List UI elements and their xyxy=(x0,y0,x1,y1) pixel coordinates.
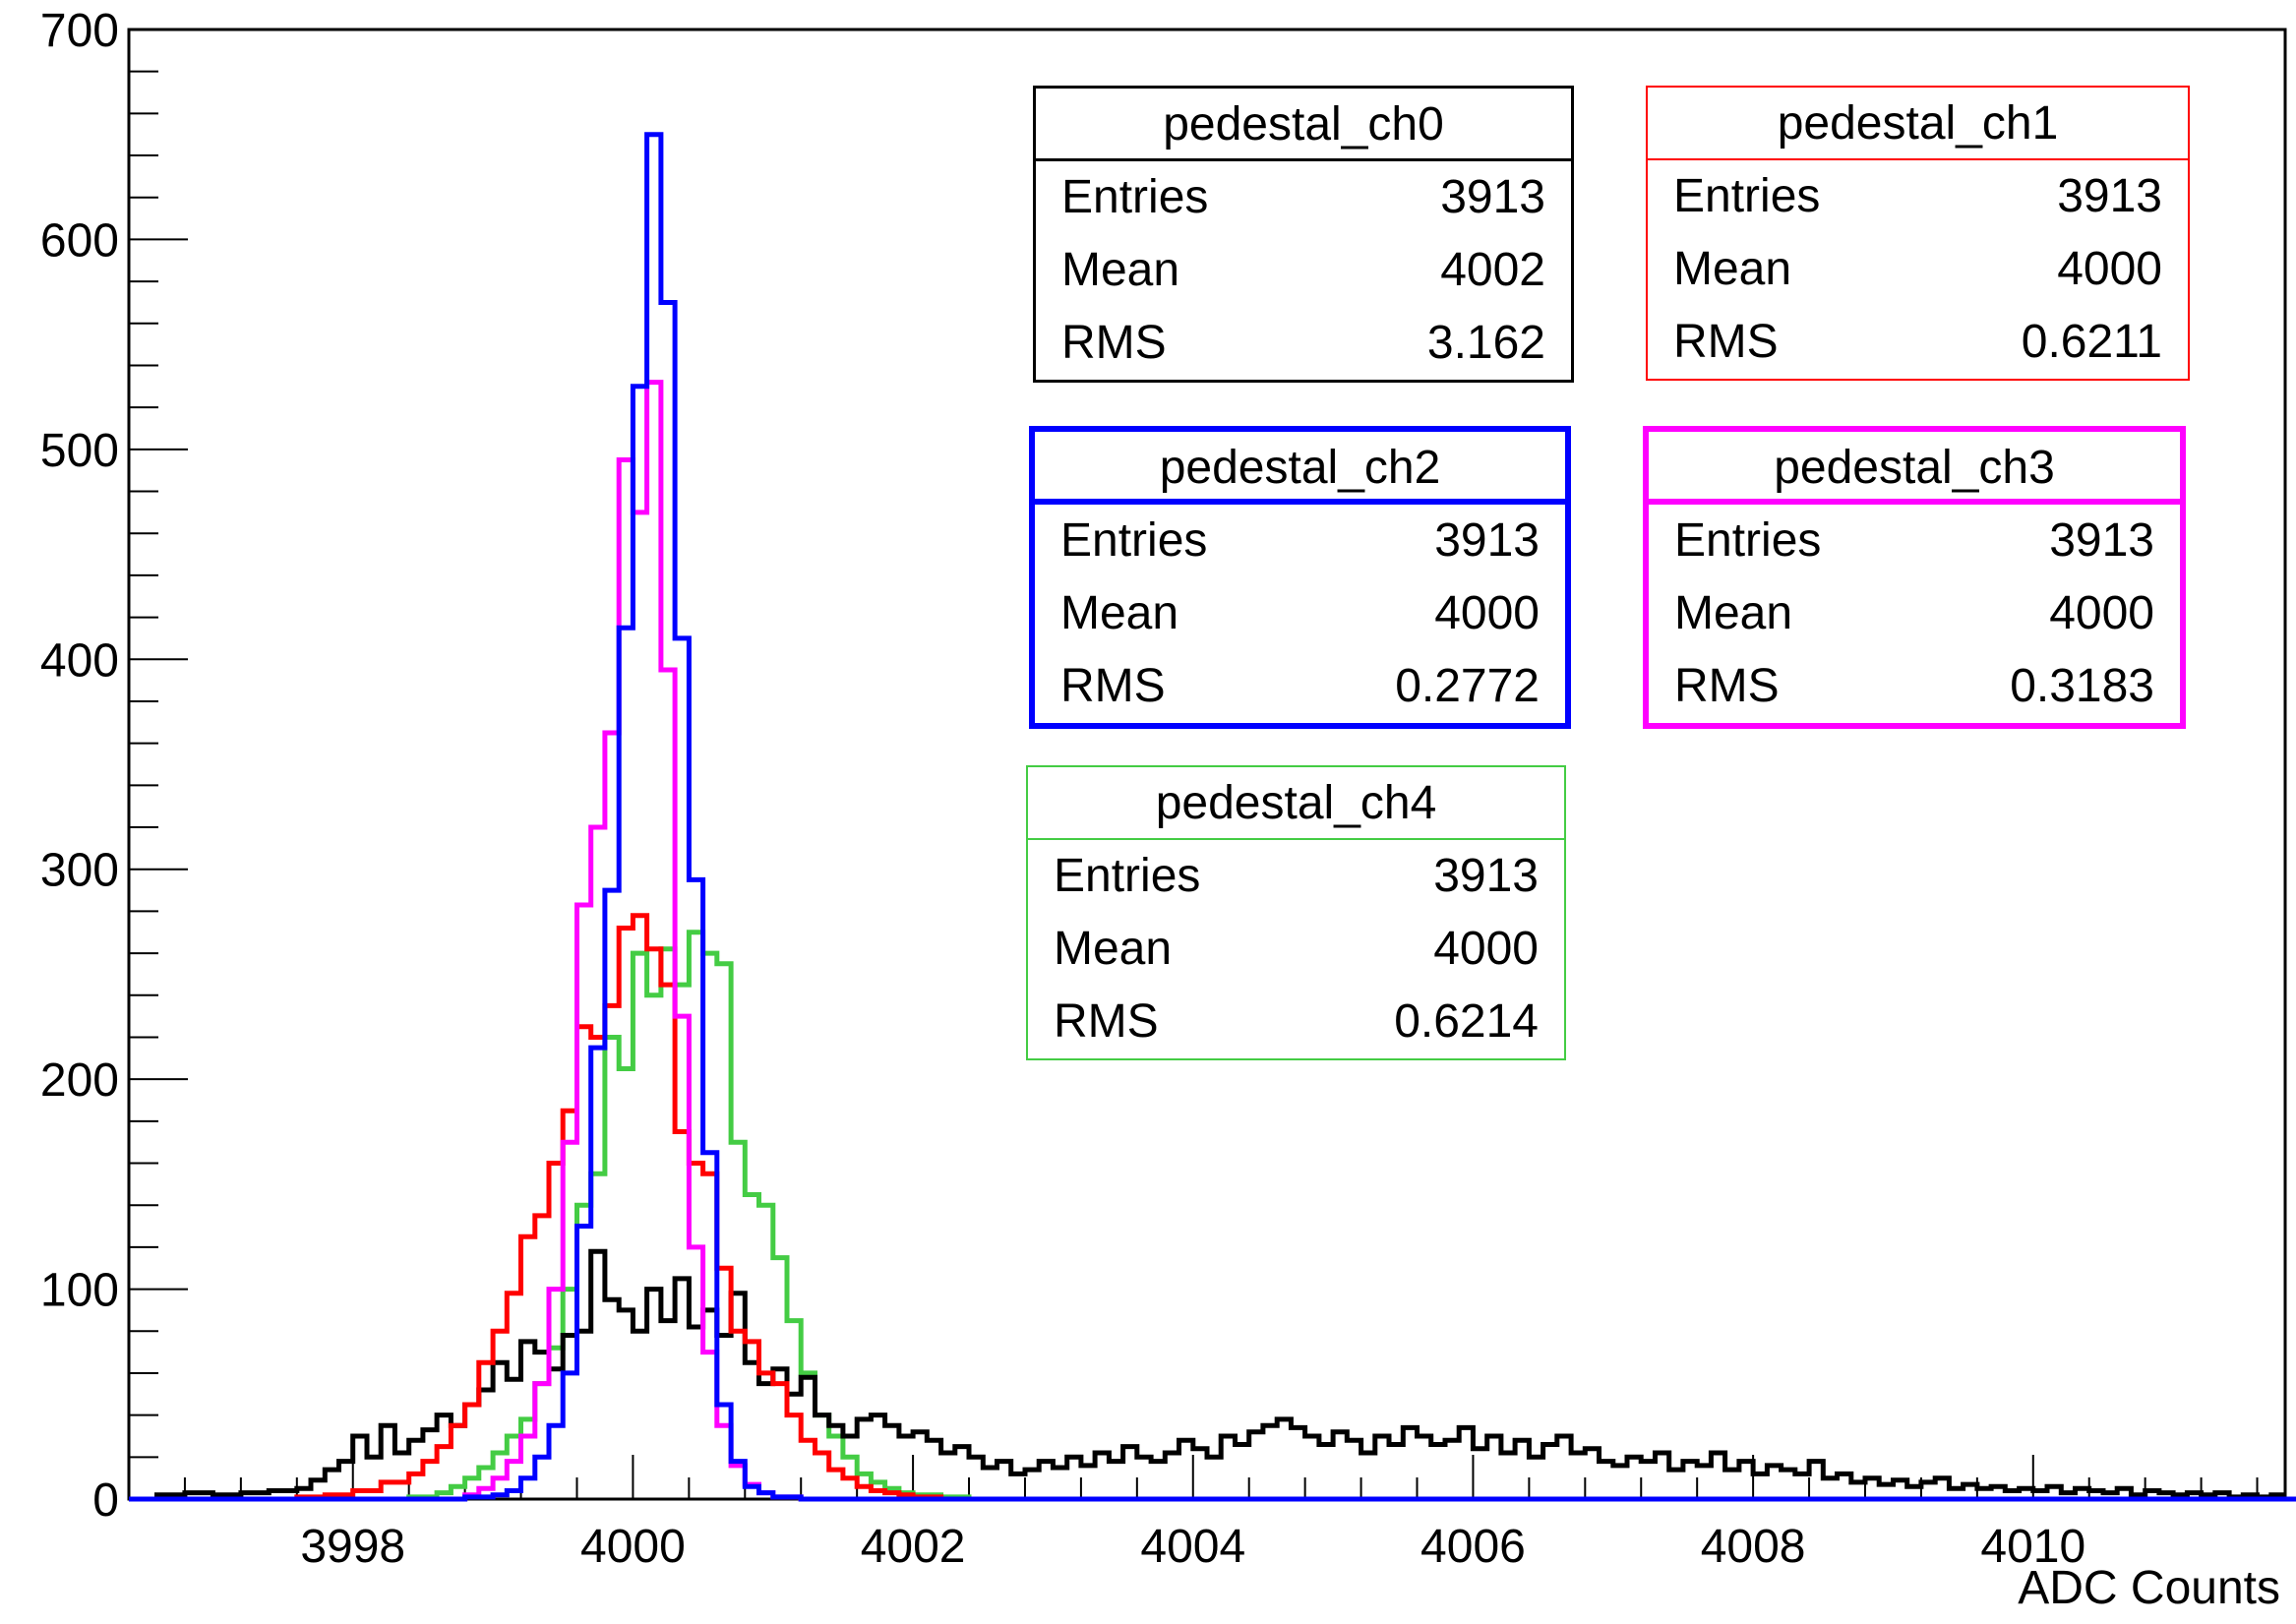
y-axis: 0 100 200 300 400 500 600 700 xyxy=(40,5,188,1527)
stat-row-mean: Mean 4000 xyxy=(1649,577,2180,650)
stat-value: 4000 xyxy=(2049,587,2154,639)
x-tick-label: 4004 xyxy=(1140,1521,1245,1573)
stat-value: 3913 xyxy=(1433,850,1539,902)
stat-row-mean: Mean 4000 xyxy=(1028,913,1564,986)
stat-label: RMS xyxy=(1674,660,1780,712)
stat-row-entries: Entries 3913 xyxy=(1035,505,1565,577)
stat-label: Mean xyxy=(1673,243,1792,295)
stat-value: 4002 xyxy=(1440,244,1545,296)
y-tick-label: 400 xyxy=(40,634,119,687)
stat-label: RMS xyxy=(1054,995,1159,1048)
stat-label: RMS xyxy=(1060,660,1166,712)
stat-label: RMS xyxy=(1061,317,1167,369)
stat-label: Entries xyxy=(1060,514,1208,567)
stat-box-title: pedestal_ch0 xyxy=(1036,89,1571,161)
stat-label: Mean xyxy=(1061,244,1180,296)
stat-value: 0.6211 xyxy=(2021,316,2162,368)
y-tick-label: 100 xyxy=(40,1265,119,1317)
stat-value: 3913 xyxy=(1440,171,1545,223)
stat-row-rms: RMS 0.6214 xyxy=(1028,986,1564,1058)
x-axis: 3998 4000 4002 4004 4006 4008 4010 xyxy=(128,1455,2259,1573)
series-line-pedestal_ch1 xyxy=(129,913,2296,1502)
stat-row-entries: Entries 3913 xyxy=(1028,840,1564,913)
stat-box-title: pedestal_ch3 xyxy=(1649,432,2180,505)
stat-value: 3913 xyxy=(2049,514,2154,567)
x-tick-label: 4002 xyxy=(861,1521,966,1573)
stat-row-rms: RMS 0.3183 xyxy=(1649,650,2180,723)
stat-value: 0.6214 xyxy=(1394,995,1539,1048)
x-axis-label: ADC Counts xyxy=(2018,1562,2280,1614)
y-tick-label: 500 xyxy=(40,425,119,477)
stat-row-mean: Mean 4002 xyxy=(1036,234,1571,307)
stat-label: Entries xyxy=(1674,514,1822,567)
stat-box-pedestal_ch4: pedestal_ch4 Entries 3913 Mean 4000 RMS 0.6214 xyxy=(1026,765,1566,1060)
stat-row-rms: RMS 0.6211 xyxy=(1648,306,2188,379)
x-tick-label: 4010 xyxy=(1980,1521,2085,1573)
stat-label: Entries xyxy=(1673,170,1821,222)
x-tick-label: 4008 xyxy=(1701,1521,1806,1573)
stat-row-mean: Mean 4000 xyxy=(1648,233,2188,306)
stat-box-title: pedestal_ch4 xyxy=(1028,767,1564,840)
stat-box-pedestal_ch3: pedestal_ch3 Entries 3913 Mean 4000 RMS 0.3183 xyxy=(1643,426,2186,729)
stat-label: Mean xyxy=(1060,587,1179,639)
stat-label: Mean xyxy=(1054,923,1173,975)
y-tick-label: 300 xyxy=(40,845,119,897)
stat-value: 3913 xyxy=(1434,514,1540,567)
series-line-pedestal_ch4 xyxy=(129,930,2296,1502)
stat-label: Mean xyxy=(1674,587,1793,639)
stat-row-mean: Mean 4000 xyxy=(1035,577,1565,650)
stat-label: RMS xyxy=(1673,316,1779,368)
y-tick-label: 700 xyxy=(40,5,119,57)
stat-value: 3913 xyxy=(2057,170,2162,222)
stat-value: 0.3183 xyxy=(2010,660,2154,712)
stat-value: 4000 xyxy=(1434,587,1540,639)
stat-row-rms: RMS 3.162 xyxy=(1036,307,1571,380)
stat-label: Entries xyxy=(1054,850,1201,902)
stat-box-title: pedestal_ch2 xyxy=(1035,432,1565,505)
stat-row-entries: Entries 3913 xyxy=(1648,160,2188,233)
stat-value: 3.162 xyxy=(1426,317,1545,369)
x-tick-label: 4000 xyxy=(580,1521,686,1573)
series-group xyxy=(129,132,2296,1502)
stat-row-entries: Entries 3913 xyxy=(1036,161,1571,234)
series-line-pedestal_ch0 xyxy=(129,1248,2285,1502)
stat-value: 4000 xyxy=(1433,923,1539,975)
stat-value: 0.2772 xyxy=(1395,660,1540,712)
y-tick-label: 200 xyxy=(40,1054,119,1107)
stat-box-title: pedestal_ch1 xyxy=(1648,88,2188,160)
x-tick-label: 3998 xyxy=(300,1521,405,1573)
stat-box-pedestal_ch1: pedestal_ch1 Entries 3913 Mean 4000 RMS 0.6211 xyxy=(1646,86,2190,381)
stat-box-pedestal_ch0: pedestal_ch0 Entries 3913 Mean 4002 RMS 3.162 xyxy=(1033,86,1574,383)
y-tick-label: 600 xyxy=(40,214,119,267)
stat-box-pedestal_ch2: pedestal_ch2 Entries 3913 Mean 4000 RMS 0.2772 xyxy=(1029,426,1571,729)
stat-value: 4000 xyxy=(2057,243,2162,295)
stat-row-entries: Entries 3913 xyxy=(1649,505,2180,577)
series-line-pedestal_ch2 xyxy=(129,132,2296,1502)
stat-label: Entries xyxy=(1061,171,1209,223)
stat-row-rms: RMS 0.2772 xyxy=(1035,650,1565,723)
y-tick-label: 0 xyxy=(92,1474,119,1527)
x-tick-label: 4006 xyxy=(1420,1521,1526,1573)
